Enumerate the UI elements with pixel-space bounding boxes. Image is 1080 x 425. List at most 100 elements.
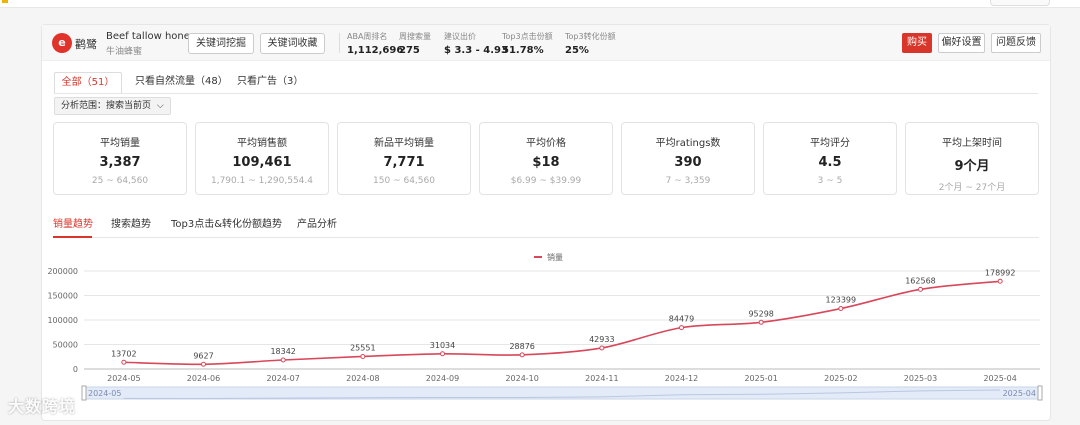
x-tick-label: 2025-01	[744, 374, 777, 383]
range-slider-end-label: 2025-04	[1003, 389, 1036, 398]
stat-value: 51.78%	[502, 45, 544, 56]
card-value: 9个月	[954, 159, 990, 174]
stat-weekly-search: 周搜索量 275	[399, 31, 431, 56]
x-tick-label: 2025-03	[904, 374, 937, 383]
top-right-button[interactable]	[990, 0, 1050, 6]
stat-label: Top3点击份额	[502, 32, 553, 41]
data-label: 28876	[509, 342, 534, 351]
keyword-collect-button[interactable]: 关键词收藏	[260, 33, 325, 54]
data-point	[599, 345, 605, 351]
top-strip	[0, 0, 1080, 8]
data-point	[838, 306, 844, 312]
data-point	[679, 325, 684, 331]
card-value: $18	[532, 155, 560, 170]
data-point	[121, 359, 127, 365]
x-tick-label: 2024-09	[426, 374, 459, 383]
chevron-down-icon: ⌵	[156, 101, 164, 111]
tab-ads-only[interactable]: 只看广告（3）	[237, 76, 304, 87]
data-label: 25551	[350, 343, 375, 352]
keyword-mining-button[interactable]: 关键词挖掘	[188, 33, 254, 54]
card-title: 平均评分	[810, 138, 850, 149]
feedback-button[interactable]: 问题反馈	[991, 33, 1041, 53]
data-label: 13702	[111, 349, 136, 358]
card-value: 109,461	[232, 155, 292, 170]
tab-sales-trend[interactable]: 销量趋势	[53, 219, 93, 230]
card-range: $6.99 ~ $39.99	[510, 176, 582, 186]
data-point	[280, 357, 286, 363]
tab-organic-only[interactable]: 只看自然流量（48）	[135, 76, 228, 87]
data-point	[918, 286, 923, 292]
card-avg-sales: 平均销量 3,387 25 ~ 64,560	[53, 122, 187, 195]
x-tick-label: 2024-11	[585, 374, 618, 383]
card-title: 新品平均销量	[374, 138, 434, 149]
card-value: 4.5	[818, 155, 842, 170]
stat-top3-conversion-share: Top3转化份额 25%	[565, 31, 616, 56]
buy-button[interactable]: 购买	[902, 33, 932, 53]
data-label: 31034	[430, 341, 455, 350]
y-tick-label: 150000	[47, 292, 78, 301]
series-line	[123, 280, 1001, 366]
tab-all[interactable]: 全部（51）	[54, 72, 122, 94]
stat-value: $ 3.3 - 4.93	[444, 45, 508, 56]
x-tick-label: 2024-06	[187, 374, 220, 383]
data-label: 42933	[589, 335, 614, 344]
stat-top3-click-share: Top3点击份额 51.78%	[502, 31, 553, 56]
keyword-en: Beef tallow honey	[106, 31, 196, 42]
data-label: 9627	[193, 351, 213, 360]
data-label: 95298	[748, 309, 773, 318]
stat-label: Top3转化份额	[565, 32, 616, 41]
scope-label: 分析范围：搜索当前页	[61, 101, 152, 111]
data-label: 123399	[826, 296, 857, 305]
logo-text: 鹳鹭	[75, 38, 97, 51]
data-point	[360, 353, 366, 359]
y-tick-label: 200000	[47, 267, 78, 276]
card-title: 平均ratings数	[655, 138, 721, 149]
data-point	[997, 278, 1003, 284]
stat-label: 周搜索量	[399, 32, 431, 41]
card-range: 1,790.1 ~ 1,290,554.4	[210, 176, 313, 186]
analysis-scope-dropdown[interactable]: 分析范围：搜索当前页 ⌵	[54, 97, 171, 115]
active-tab-underline	[53, 236, 92, 238]
card-title: 平均上架时间	[942, 138, 1002, 149]
range-slider-handle-end[interactable]	[1037, 385, 1043, 401]
chart-tab-divider	[53, 237, 1039, 238]
card-avg-rating-score: 平均评分 4.5 3 ~ 5	[763, 122, 897, 195]
data-point	[440, 351, 445, 357]
data-label: 162568	[905, 276, 936, 285]
card-value: 7,771	[383, 155, 425, 170]
tab-search-trend[interactable]: 搜索趋势	[111, 219, 151, 230]
data-point	[519, 352, 525, 358]
stat-value: 275	[399, 45, 420, 56]
data-label: 178992	[985, 268, 1016, 277]
card-new-product-avg-sales: 新品平均销量 7,771 150 ~ 64,560	[337, 122, 471, 195]
x-tick-label: 2024-07	[266, 374, 299, 383]
preferences-button[interactable]: 偏好设置	[938, 33, 985, 53]
stat-suggested-bid: 建议出价 $ 3.3 - 4.93	[444, 31, 508, 56]
card-range: 150 ~ 64,560	[373, 176, 435, 186]
panel-header: e 鹳鹭 Beef tallow honey 牛油蜂蜜 关键词挖掘 关键词收藏 …	[42, 25, 1050, 61]
logo-icon: e	[52, 33, 72, 53]
stat-value: 1,112,696	[347, 45, 404, 56]
watermark: 大数跨境	[8, 397, 77, 416]
data-point	[201, 361, 206, 367]
y-tick-label: 100000	[47, 316, 78, 325]
card-avg-revenue: 平均销售额 109,461 1,790.1 ~ 1,290,554.4	[195, 122, 329, 195]
header-divider	[339, 33, 340, 53]
x-tick-label: 2024-08	[346, 374, 379, 383]
stat-label: ABA周排名	[347, 32, 388, 41]
stat-aba-rank: ABA周排名 1,112,696	[347, 31, 403, 56]
card-avg-price: 平均价格 $18 $6.99 ~ $39.99	[479, 122, 613, 195]
card-value: 3,387	[99, 155, 141, 170]
data-point	[758, 319, 764, 325]
card-title: 平均价格	[526, 138, 566, 149]
card-avg-listing-age: 平均上架时间 9个月 2个月 ~ 27个月	[905, 122, 1039, 195]
top-marker	[2, 0, 8, 3]
card-range: 7 ~ 3,359	[665, 176, 711, 186]
card-range: 3 ~ 5	[817, 176, 843, 186]
range-slider-handle-start[interactable]	[81, 385, 87, 401]
x-tick-label: 2024-05	[107, 374, 140, 383]
tab-product-analysis[interactable]: 产品分析	[297, 219, 337, 230]
range-slider-start-label: 2024-05	[88, 389, 121, 398]
stat-value: 25%	[565, 45, 589, 56]
tab-top3-share-trend[interactable]: Top3点击&转化份额趋势	[171, 219, 283, 230]
